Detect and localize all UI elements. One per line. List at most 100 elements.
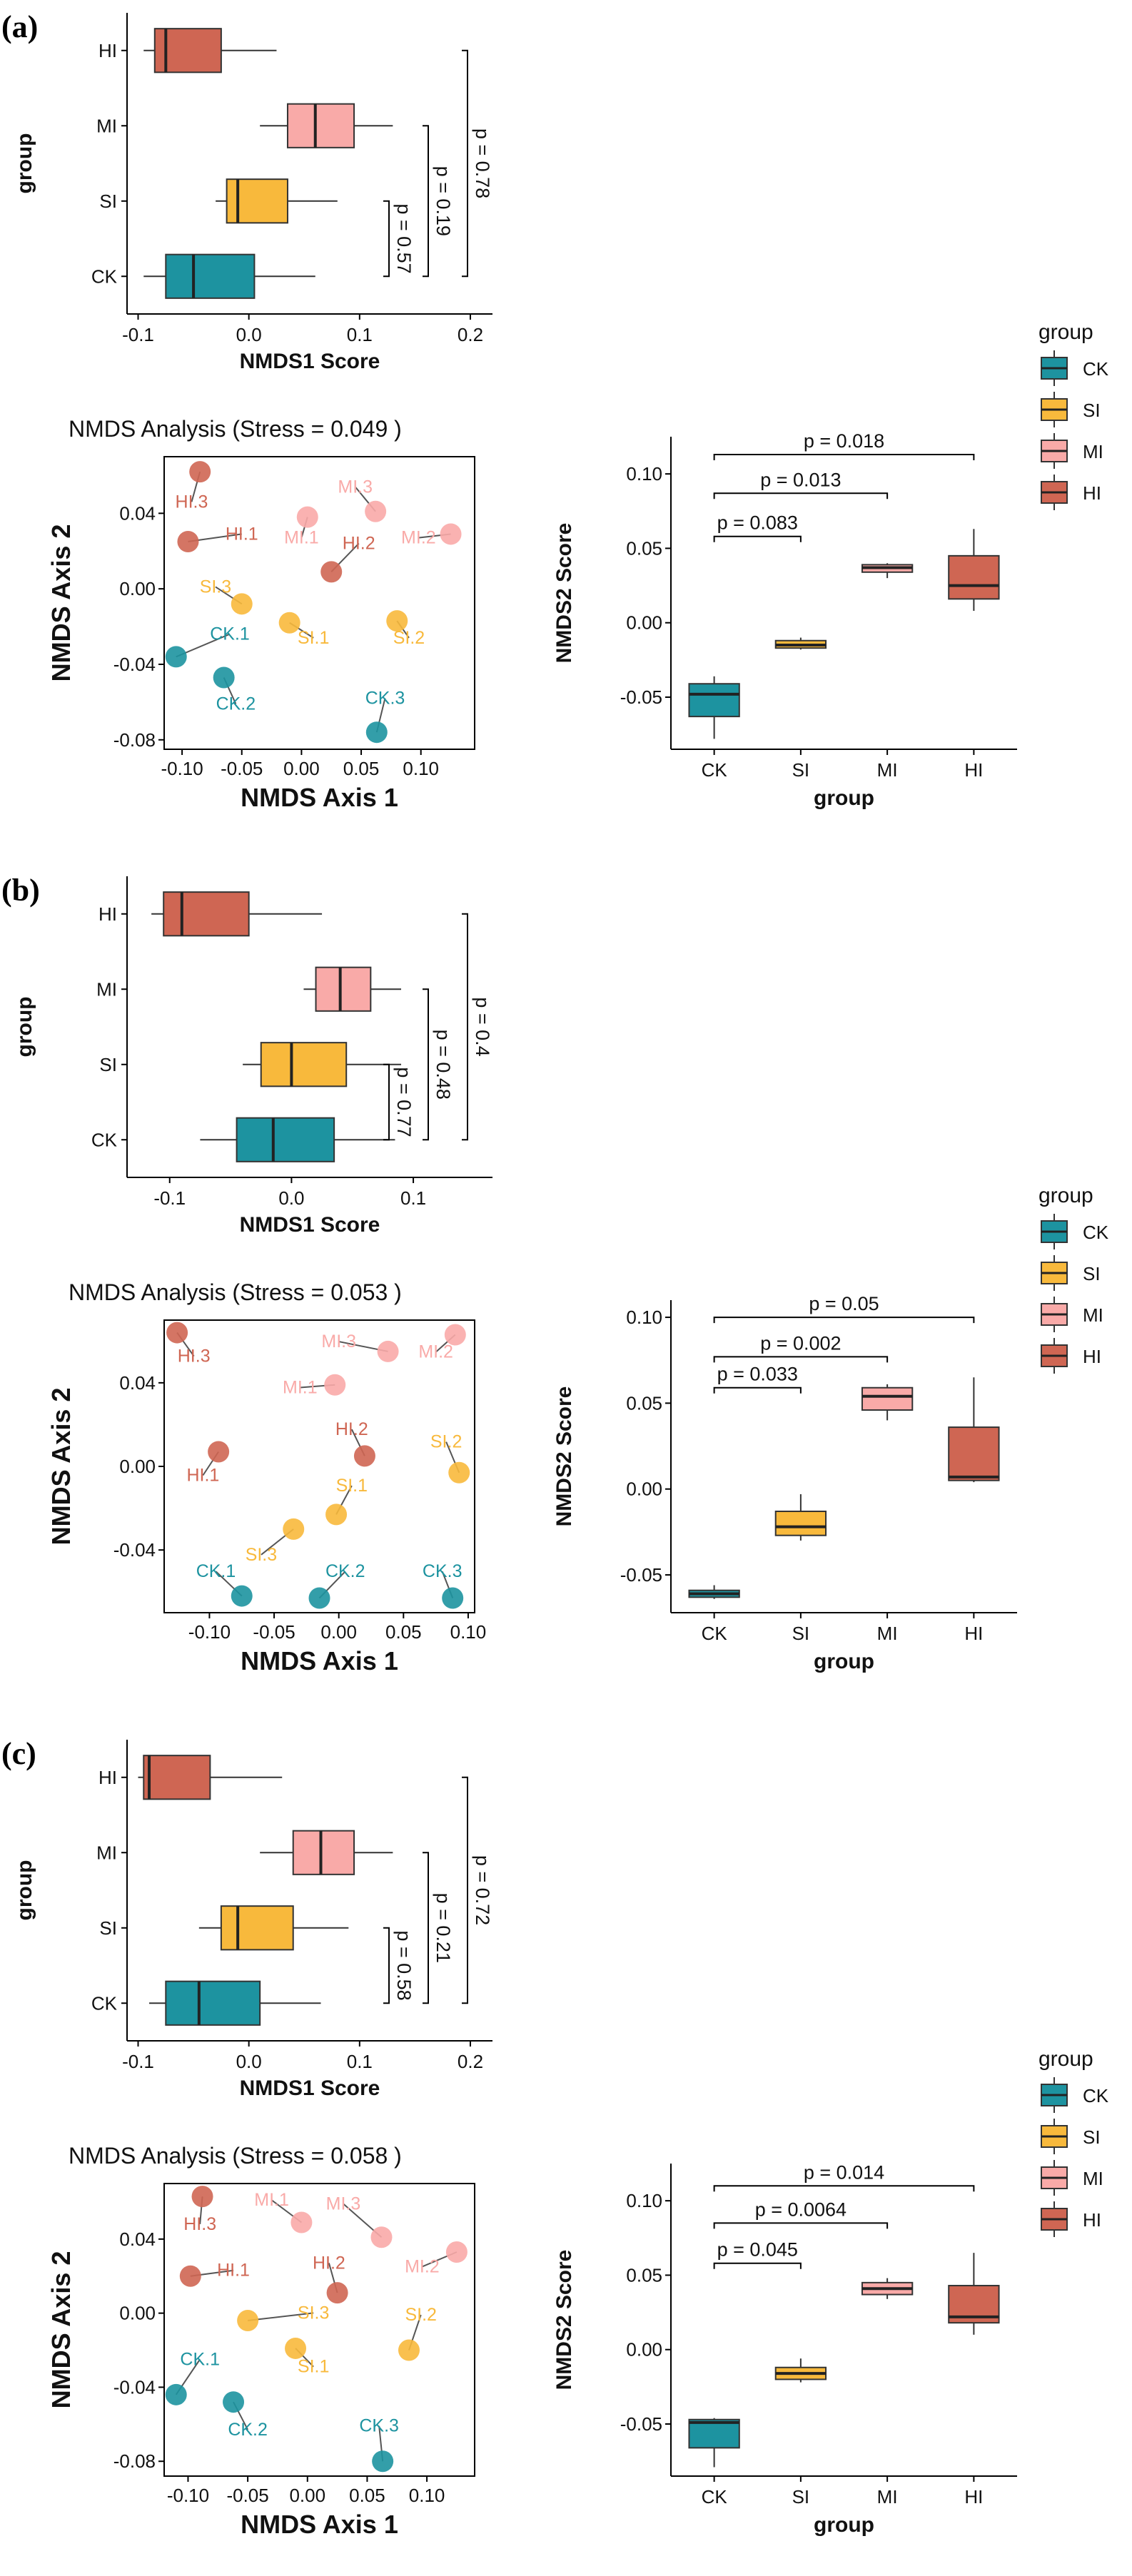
nmds1-pvalue-label: p = 0.57 <box>393 203 415 273</box>
nmds1-pvalue-bracket: p = 0.57 <box>383 200 415 278</box>
scatter-title: NMDS Analysis (Stress = 0.058 ) <box>69 2143 402 2169</box>
nmds1-x-tick-label: -0.1 <box>122 2051 154 2072</box>
nmds2-pvalue-bracket: p = 0.083 <box>713 512 802 542</box>
scatter-y-tick-label: -0.08 <box>113 2450 156 2472</box>
nmds1-x-tick-label: -0.1 <box>122 324 154 345</box>
nmds1-pvalue-label: p = 0.21 <box>433 1893 454 1963</box>
point-label: SI.3 <box>298 2303 329 2323</box>
point-label: MI.1 <box>284 528 319 548</box>
nmds2-boxplot: -0.05 0.00 0.05 0.10 CK SI MI HI p = 0.033 p = 0.… <box>552 1293 1017 1673</box>
scatter-point <box>189 461 211 483</box>
scatter-point-mi-3: MI.3 <box>321 1332 399 1362</box>
scatter-y-tick-label: 0.00 <box>119 1456 156 1477</box>
scatter-point-mi-2: MI.2 <box>405 2241 468 2277</box>
box-iqr <box>165 1980 261 2026</box>
scatter-x-axis-title: NMDS Axis 1 <box>241 2510 398 2539</box>
point-label: HI.3 <box>178 1347 211 1366</box>
scatter-point <box>278 612 300 634</box>
scatter-x-tick-label: 0.10 <box>450 1621 487 1643</box>
scatter-point <box>442 1587 464 1609</box>
nmds2-pvalue-label: p = 0.045 <box>717 2239 798 2261</box>
nmds1-pvalue-bracket: p = 0.21 <box>423 1852 454 2004</box>
nmds2-box-hi <box>948 2253 1000 2335</box>
nmds2-y-tick-label: 0.00 <box>626 1479 662 1500</box>
nmds2-pvalue-bracket: p = 0.05 <box>713 1293 975 1324</box>
nmds2-pvalue-bracket: p = 0.018 <box>713 430 975 461</box>
scatter-point-mi-2: MI.2 <box>401 523 462 548</box>
scatter-y-tick-label: 0.04 <box>119 2228 156 2250</box>
legend-item-si: SI <box>1041 2119 1101 2154</box>
box-iqr <box>688 683 740 718</box>
nmds2-x-tick-label: CK <box>702 759 728 781</box>
nmds1-boxplot: CK SI MI HI -0.1 0.0 0.1 0.2 p = 0.57 p = 0.19 p =… <box>13 13 493 373</box>
nmds2-x-tick-label: MI <box>877 1623 898 1644</box>
nmds1-box-si <box>216 178 338 224</box>
box-iqr <box>688 2418 740 2449</box>
nmds2-y-tick-label: 0.00 <box>626 612 662 634</box>
nmds1-x-tick-label: 0.2 <box>458 324 483 345</box>
box-iqr <box>236 1117 335 1162</box>
nmds1-y-axis-title: group <box>13 997 36 1058</box>
scatter-x-tick-label: -0.05 <box>226 2485 268 2506</box>
scatter-point-hi-3: HI.3 <box>176 461 211 512</box>
legend-item-si: SI <box>1041 392 1101 427</box>
nmds1-x-tick-label: 0.0 <box>236 2051 262 2072</box>
bracket-line <box>713 454 975 461</box>
legend-item-ck: CK <box>1041 2077 1109 2113</box>
scatter-point-hi-1: HI.1 <box>186 1441 230 1486</box>
nmds2-pvalue-bracket: p = 0.033 <box>713 1364 802 1394</box>
scatter-x-tick-label: -0.10 <box>188 1621 231 1643</box>
nmds2-x-tick-label: SI <box>792 759 810 781</box>
nmds2-box-ck <box>688 2418 740 2468</box>
scatter-point-ck-2: CK.2 <box>223 2391 268 2440</box>
scatter-point <box>285 2337 307 2359</box>
legend-item-hi: HI <box>1041 475 1101 510</box>
scatter-point <box>283 1518 305 1540</box>
scatter-x-tick-label: 0.05 <box>349 2485 385 2506</box>
scatter-y-tick-label: 0.00 <box>119 578 156 599</box>
scatter-point-si-2: SI.2 <box>398 2305 437 2361</box>
scatter-point-si-1: SI.1 <box>285 2337 329 2377</box>
nmds1-x-tick-label: 0.1 <box>347 324 373 345</box>
nmds1-y-tick-label: SI <box>99 1054 117 1075</box>
legend-item-si: SI <box>1041 1255 1101 1291</box>
scatter-point <box>365 721 388 744</box>
legend-item-ck: CK <box>1041 350 1109 386</box>
scatter-point-hi-1: HI.1 <box>179 2261 250 2287</box>
point-label: SI.3 <box>246 1545 277 1565</box>
legend-label: CK <box>1083 358 1109 380</box>
legend-item-hi: HI <box>1041 2201 1101 2237</box>
nmds1-pvalue-label: p = 0.72 <box>472 1855 493 1925</box>
nmds2-x-tick-label: CK <box>702 2486 728 2507</box>
nmds1-y-tick-label: MI <box>96 978 117 1000</box>
nmds2-y-tick-label: 0.05 <box>626 1392 662 1414</box>
nmds2-x-tick-label: HI <box>964 1623 983 1644</box>
bracket-line <box>713 492 889 500</box>
scatter-frame <box>163 2183 475 2477</box>
nmds2-box-ck <box>688 676 740 739</box>
box-iqr <box>774 1511 827 1536</box>
scatter-point-si-1: SI.1 <box>325 1476 368 1526</box>
nmds1-pvalue-label: p = 0.78 <box>472 128 493 198</box>
scatter-title: NMDS Analysis (Stress = 0.053 ) <box>69 1279 402 1305</box>
panel-b: (b) CK SI MI HI -0.1 0.0 0.1 p = 0.77 p = 0.48 p =… <box>1 873 1109 1675</box>
nmds1-x-tick-label: -0.1 <box>153 1187 186 1209</box>
scatter-point <box>353 1445 375 1467</box>
scatter-point-mi-1: MI.1 <box>284 506 319 548</box>
nmds-scatter-plot: NMDS Analysis (Stress = 0.053 ) -0.04 0.00… <box>46 1279 486 1675</box>
box-iqr <box>163 891 250 937</box>
point-label: HI.2 <box>343 534 375 554</box>
legend-label: MI <box>1083 1304 1103 1326</box>
nmds1-y-tick-label: CK <box>91 1129 118 1150</box>
box-iqr <box>260 1042 348 1087</box>
scatter-point <box>444 1324 466 1346</box>
scatter-point-ck-1: CK.1 <box>196 1561 253 1607</box>
bracket-line <box>423 988 429 1141</box>
nmds1-box-hi <box>143 28 277 73</box>
nmds1-pvalue-label: p = 0.77 <box>393 1067 415 1137</box>
bracket-line <box>713 1356 889 1363</box>
scatter-y-axis-title: NMDS Axis 2 <box>46 524 76 682</box>
legend-label: SI <box>1083 2126 1101 2148</box>
scatter-point <box>231 593 253 615</box>
